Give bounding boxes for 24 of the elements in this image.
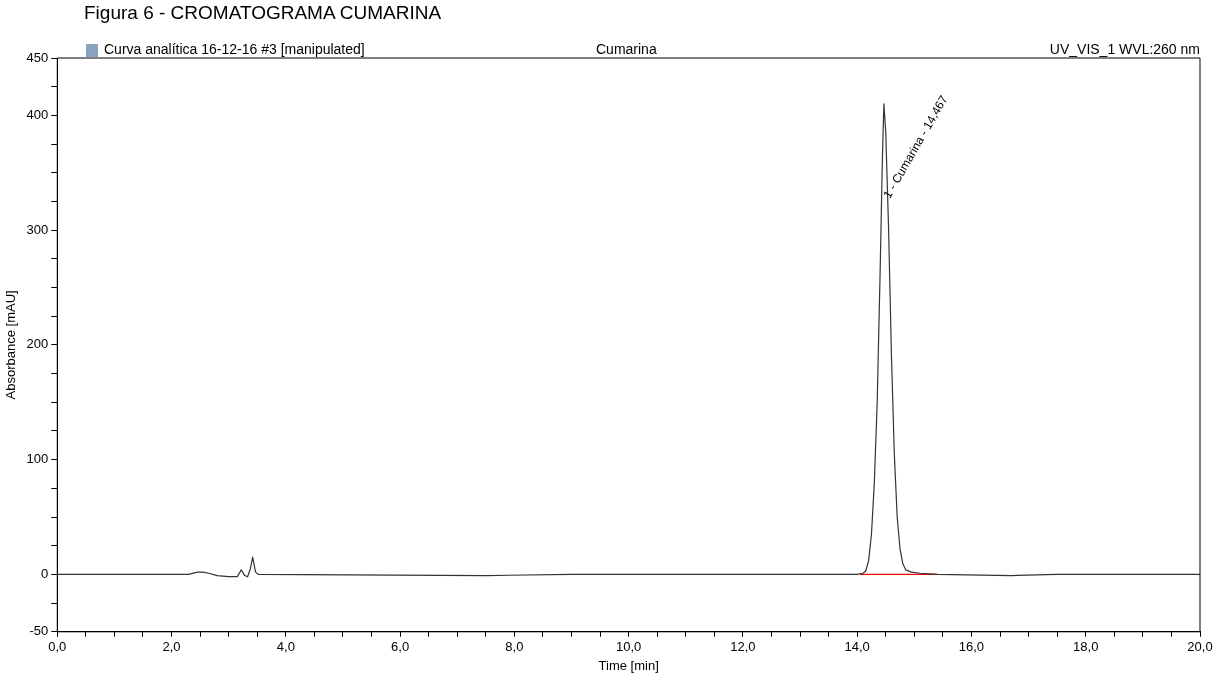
y-tick-label: 300 <box>26 221 49 237</box>
x-tick-label: 20,0 <box>1187 639 1213 655</box>
x-tick-label: 12,0 <box>730 639 756 655</box>
y-tick-label: 100 <box>26 451 49 467</box>
x-tick-label: 4,0 <box>276 639 295 655</box>
x-tick-label: 14,0 <box>844 639 870 655</box>
x-tick-label: 8,0 <box>505 639 524 655</box>
y-axis-title: Absorbance [mAU] <box>3 290 19 400</box>
chart-title: Figura 6 - CROMATOGRAMA CUMARINA <box>84 2 442 24</box>
x-tick-label: 6,0 <box>391 639 410 655</box>
x-tick-label: 2,0 <box>162 639 181 655</box>
x-tick-label: 10,0 <box>615 639 642 655</box>
y-tick-label: -50 <box>29 623 49 639</box>
y-tick-label: 0 <box>41 566 49 581</box>
text: UV_VIS_1 WVL:260 nm <box>1049 41 1200 57</box>
x-tick-label: 18,0 <box>1073 639 1099 655</box>
text: Cumarina <box>596 41 657 57</box>
y-tick-label: 400 <box>26 106 49 122</box>
y-tick-label: 200 <box>26 336 49 352</box>
y-tick-label: 450 <box>26 49 49 65</box>
x-axis-title: Time [min] <box>598 657 659 673</box>
x-tick-label: 0,0 <box>48 639 67 655</box>
chart-subtitle: Curva analítica 16-12-16 #3 [manipulated] <box>104 41 365 57</box>
x-tick-label: 16,0 <box>958 639 985 655</box>
